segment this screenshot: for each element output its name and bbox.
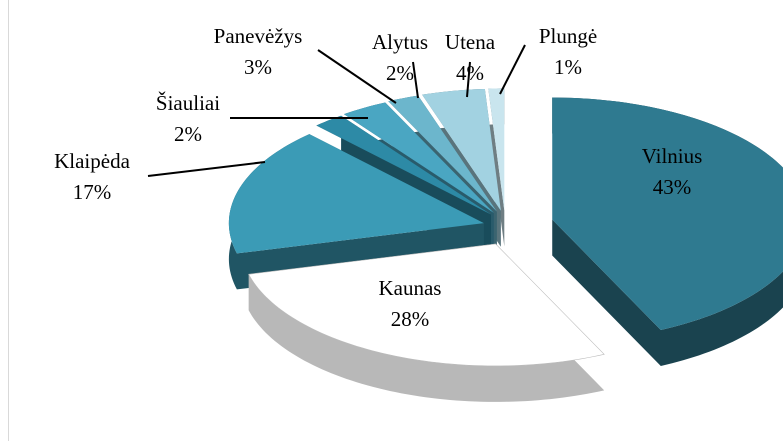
category-label: Vilnius [642, 144, 703, 168]
leader-line [499, 44, 526, 95]
leader-line [317, 49, 397, 104]
slice [552, 97, 783, 330]
leader-line [466, 61, 471, 98]
slice [488, 88, 505, 211]
value-label: 2% [174, 122, 202, 146]
value-label: 1% [554, 55, 582, 79]
slice [228, 134, 484, 254]
category-label: Klaipėda [54, 149, 130, 173]
category-label: Plungė [539, 24, 597, 48]
leader-line [412, 61, 419, 99]
value-label: 28% [391, 307, 430, 331]
category-label: Šiauliai [156, 91, 220, 115]
leader-line [147, 161, 266, 177]
category-label: Utena [445, 30, 496, 54]
slice [316, 115, 491, 215]
slice [248, 243, 605, 367]
category-label: Panevėžys [214, 24, 303, 48]
category-label: Kaunas [379, 276, 442, 300]
value-label: 17% [73, 180, 112, 204]
value-label: 3% [244, 55, 272, 79]
slice [422, 88, 501, 211]
value-label: 43% [653, 175, 692, 199]
slice [343, 102, 494, 213]
category-label: Alytus [372, 30, 428, 54]
slice [388, 95, 497, 212]
value-label: 2% [386, 61, 414, 85]
value-label: 4% [456, 61, 484, 85]
